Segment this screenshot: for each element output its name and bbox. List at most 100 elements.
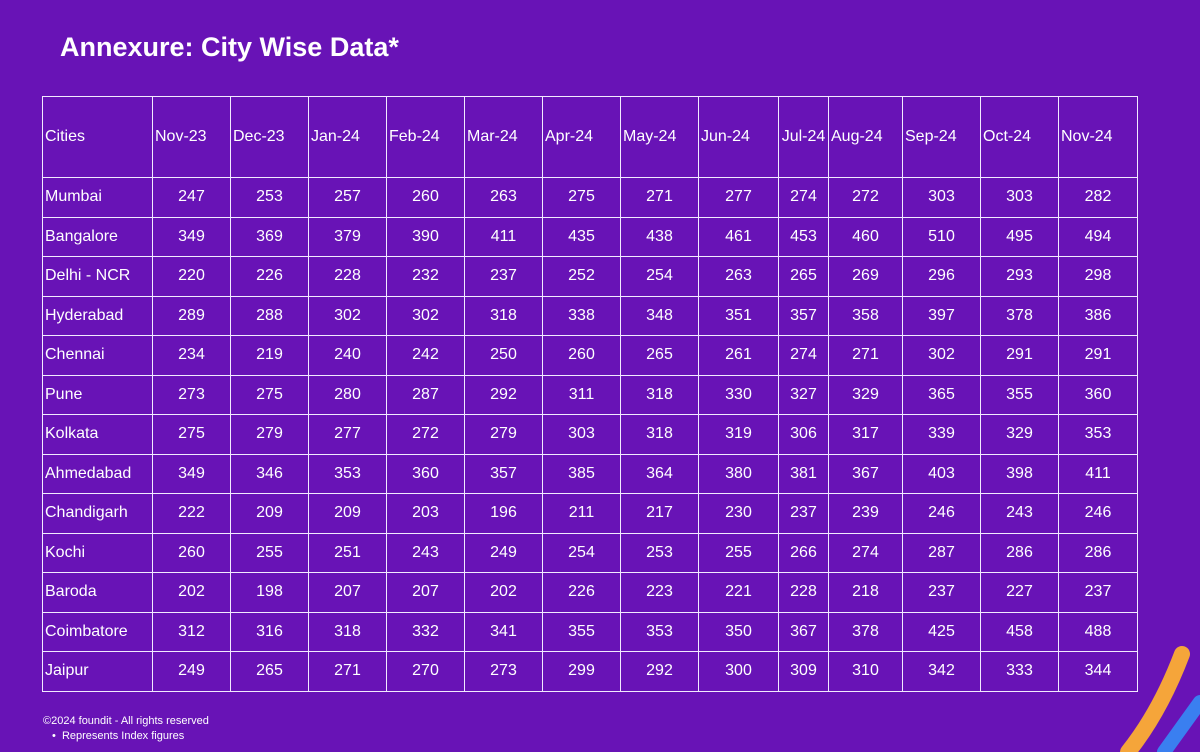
cell-value: 316 — [230, 611, 309, 652]
cell-value: 292 — [620, 651, 699, 692]
data-row: Baroda 202 198 207 207 202 226 223 221 228 218 237 2… — [42, 572, 1138, 613]
cell-value: 253 — [620, 532, 699, 573]
cell-value: 237 — [902, 572, 981, 613]
data-row: Hyderabad 289 288 302 302 318 338 348 351 357 358 3… — [42, 295, 1138, 336]
cell-value: 239 — [828, 493, 903, 534]
cell-value: 488 — [1058, 611, 1138, 652]
cell-value: 230 — [698, 493, 779, 534]
cell-value: 265 — [230, 651, 309, 692]
cell-value: 263 — [464, 177, 543, 218]
cell-value: 330 — [698, 374, 779, 415]
cell-value: 280 — [308, 374, 387, 415]
column-header: Cities — [42, 96, 153, 178]
city-name: Bangalore — [42, 216, 153, 257]
cell-value: 260 — [152, 532, 231, 573]
cell-value: 300 — [698, 651, 779, 692]
cell-value: 438 — [620, 216, 699, 257]
cell-value: 209 — [308, 493, 387, 534]
cell-value: 218 — [828, 572, 903, 613]
cell-value: 237 — [464, 256, 543, 297]
cell-value: 339 — [902, 414, 981, 455]
cell-value: 260 — [542, 335, 621, 376]
cell-value: 510 — [902, 216, 981, 257]
cell-value: 254 — [620, 256, 699, 297]
column-header: Mar-24 — [464, 96, 543, 178]
cell-value: 453 — [778, 216, 829, 257]
cell-value: 435 — [542, 216, 621, 257]
cell-value: 228 — [778, 572, 829, 613]
cell-value: 365 — [902, 374, 981, 415]
cell-value: 247 — [152, 177, 231, 218]
cell-value: 255 — [698, 532, 779, 573]
cell-value: 309 — [778, 651, 829, 692]
city-name: Pune — [42, 374, 153, 415]
data-row: Chennai 234 219 240 242 250 260 265 261 274 271 302… — [42, 335, 1138, 376]
cell-value: 338 — [542, 295, 621, 336]
cell-value: 253 — [230, 177, 309, 218]
column-header: Nov-24 — [1058, 96, 1138, 178]
cell-value: 298 — [1058, 256, 1138, 297]
cell-value: 319 — [698, 414, 779, 455]
cell-value: 289 — [152, 295, 231, 336]
column-header: Feb-24 — [386, 96, 465, 178]
cell-value: 494 — [1058, 216, 1138, 257]
city-table: Cities Nov-23 Dec-23 Jan-24 Feb-24 Mar-24 Apr-… — [42, 96, 1138, 692]
city-name: Kolkata — [42, 414, 153, 455]
city-name: Ahmedabad — [42, 453, 153, 494]
cell-value: 255 — [230, 532, 309, 573]
cell-value: 327 — [778, 374, 829, 415]
cell-value: 260 — [386, 177, 465, 218]
cell-value: 234 — [152, 335, 231, 376]
cell-value: 220 — [152, 256, 231, 297]
cell-value: 312 — [152, 611, 231, 652]
cell-value: 302 — [386, 295, 465, 336]
cell-value: 355 — [542, 611, 621, 652]
city-name: Baroda — [42, 572, 153, 613]
data-row: Bangalore 349 369 379 390 411 435 438 461 453 460 5… — [42, 216, 1138, 257]
cell-value: 367 — [828, 453, 903, 494]
cell-value: 209 — [230, 493, 309, 534]
cell-value: 317 — [828, 414, 903, 455]
cell-value: 318 — [620, 374, 699, 415]
cell-value: 390 — [386, 216, 465, 257]
cell-value: 237 — [778, 493, 829, 534]
cell-value: 461 — [698, 216, 779, 257]
cell-value: 381 — [778, 453, 829, 494]
cell-value: 257 — [308, 177, 387, 218]
cell-value: 380 — [698, 453, 779, 494]
data-row: Jaipur 249 265 271 270 273 299 292 300 309 310 342 3… — [42, 651, 1138, 692]
cell-value: 329 — [828, 374, 903, 415]
cell-value: 252 — [542, 256, 621, 297]
cell-value: 202 — [464, 572, 543, 613]
city-name: Chandigarh — [42, 493, 153, 534]
cell-value: 202 — [152, 572, 231, 613]
cell-value: 350 — [698, 611, 779, 652]
footnote-text: Represents Index figures — [61, 730, 185, 742]
cell-value: 411 — [1058, 453, 1138, 494]
cell-value: 353 — [308, 453, 387, 494]
cell-value: 249 — [464, 532, 543, 573]
cell-value: 279 — [464, 414, 543, 455]
cell-value: 460 — [828, 216, 903, 257]
cell-value: 286 — [980, 532, 1059, 573]
cell-value: 217 — [620, 493, 699, 534]
cell-value: 411 — [464, 216, 543, 257]
cell-value: 273 — [464, 651, 543, 692]
cell-value: 271 — [828, 335, 903, 376]
cell-value: 265 — [620, 335, 699, 376]
cell-value: 198 — [230, 572, 309, 613]
cell-value: 271 — [308, 651, 387, 692]
cell-value: 221 — [698, 572, 779, 613]
cell-value: 263 — [698, 256, 779, 297]
cell-value: 397 — [902, 295, 981, 336]
cell-value: 261 — [698, 335, 779, 376]
cell-value: 310 — [828, 651, 903, 692]
cell-value: 296 — [902, 256, 981, 297]
cell-value: 349 — [152, 216, 231, 257]
cell-value: 303 — [980, 177, 1059, 218]
cell-value: 196 — [464, 493, 543, 534]
cell-value: 232 — [386, 256, 465, 297]
cell-value: 207 — [308, 572, 387, 613]
city-name: Chennai — [42, 335, 153, 376]
